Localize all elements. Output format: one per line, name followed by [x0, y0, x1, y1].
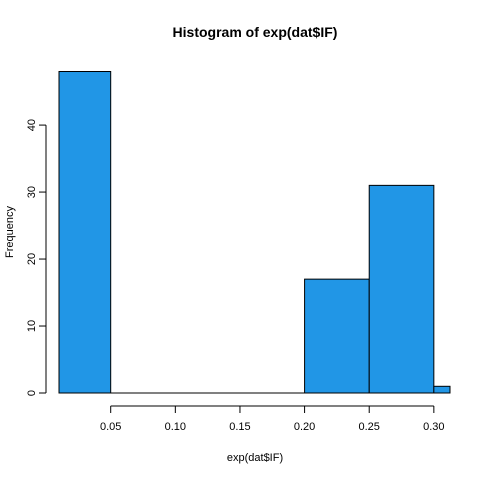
x-axis: 0.05 0.10 0.15 0.20 0.25 0.30	[100, 405, 445, 433]
chart-title: Histogram of exp(dat$IF)	[173, 24, 338, 40]
x-tick-label: 0.20	[294, 421, 315, 433]
x-tick-label: 0.05	[100, 421, 121, 433]
histogram-bar-1	[304, 278, 370, 394]
histogram-bar-2	[368, 184, 435, 394]
y-axis: 0 10 20 30 40	[26, 119, 47, 396]
y-tick-label: 20	[26, 253, 38, 265]
x-tick-label: 0.25	[359, 421, 380, 433]
bars-group	[58, 71, 451, 394]
y-tick-label: 0	[26, 390, 38, 396]
x-tick-label: 0.10	[165, 421, 186, 433]
y-axis-title: Frequency	[4, 206, 16, 258]
x-axis-title: exp(dat$IF)	[227, 452, 283, 464]
y-tick-label: 10	[26, 320, 38, 332]
x-tick-label: 0.15	[229, 421, 250, 433]
histogram-bar-3	[433, 385, 451, 394]
y-tick-label: 30	[26, 186, 38, 198]
histogram-bar-0	[58, 71, 112, 394]
y-tick-label: 40	[26, 119, 38, 131]
x-tick-label: 0.30	[423, 421, 444, 433]
